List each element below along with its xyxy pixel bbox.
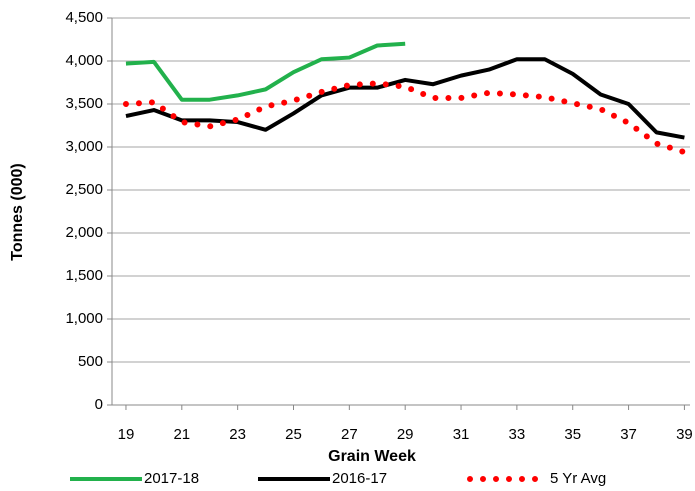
y-tick-label: 4,000: [65, 52, 103, 69]
y-tick-label: 500: [78, 353, 103, 370]
series-line: [122, 80, 688, 156]
y-tick-label: 3,500: [65, 95, 103, 112]
legend-label: 2017-18: [144, 470, 199, 487]
y-tick-label: 1,000: [65, 310, 103, 327]
x-tick-label: 23: [229, 426, 246, 443]
x-tick-label: 19: [118, 426, 135, 443]
y-tick-label: 3,000: [65, 138, 103, 155]
y-tick-label: 2,000: [65, 224, 103, 241]
series-line: [125, 41, 406, 102]
legend-label: 5 Yr Avg: [550, 470, 606, 487]
series-line: [125, 57, 685, 140]
x-tick-label: 31: [453, 426, 470, 443]
x-tick-label: 35: [564, 426, 581, 443]
y-tick-label: 2,500: [65, 181, 103, 198]
y-tick-label: 1,500: [65, 267, 103, 284]
x-tick-label: 29: [397, 426, 414, 443]
x-tick-label: 25: [285, 426, 302, 443]
y-axis-title: Tonnes (000): [9, 163, 26, 261]
x-tick-label: 27: [341, 426, 358, 443]
x-tick-label: 37: [620, 426, 637, 443]
x-axis-title: Grain Week: [328, 448, 416, 465]
y-tick-label: 0: [95, 396, 103, 413]
x-tick-label: 39: [676, 426, 693, 443]
x-tick-label: 33: [509, 426, 526, 443]
y-tick-label: 4,500: [65, 9, 103, 26]
legend-label: 2016-17: [332, 470, 387, 487]
x-tick-label: 21: [173, 426, 190, 443]
